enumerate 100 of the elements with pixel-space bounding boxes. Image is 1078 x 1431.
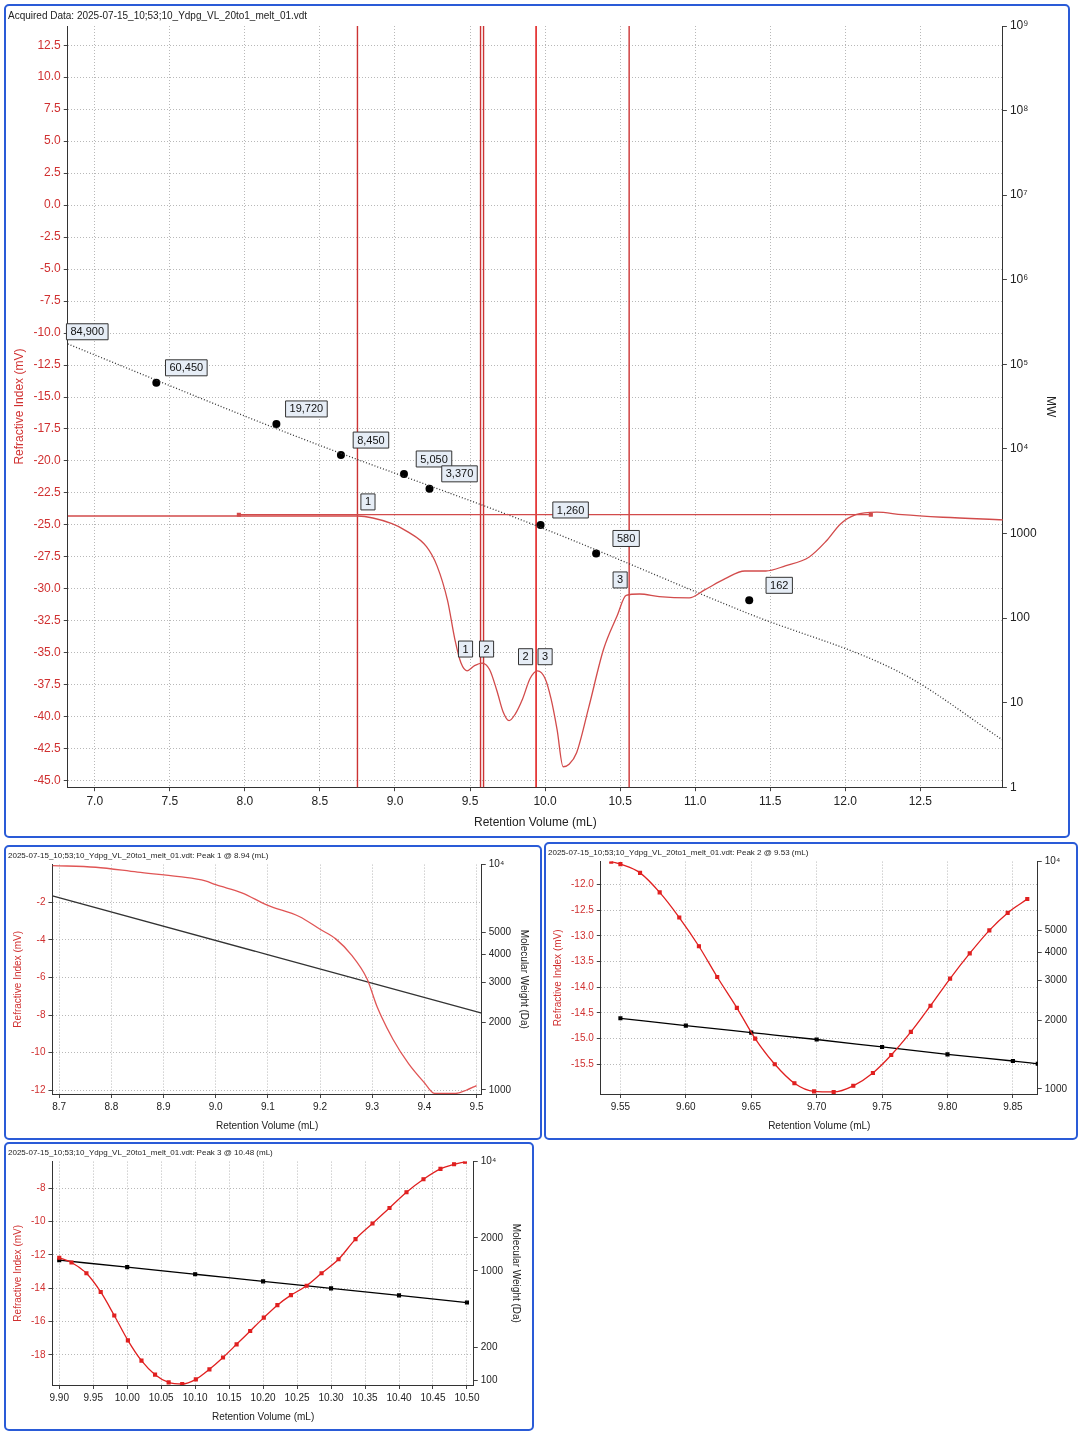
y-tick-label: 12.5	[37, 37, 62, 52]
y-tick-label: -15.5	[571, 1057, 595, 1069]
y-tick-label: -45.0	[33, 773, 62, 788]
y2-tick-label: 10⁴	[1009, 441, 1029, 456]
x-tick-label: 9.85	[1003, 1100, 1024, 1112]
annotation: 3	[617, 573, 624, 586]
chart-title: 2025-07-15_10;53;10_Ydpg_VL_20to1_melt_01.vdt: Peak 2 @ 9.53 (mL)	[548, 848, 809, 857]
annotation: 1	[364, 495, 372, 508]
x-tick-label: 9.4	[417, 1100, 432, 1112]
y-tick-label: -20.0	[33, 453, 62, 468]
y2-tick-label: 10	[1009, 694, 1024, 709]
x-tick-label: 9.90	[49, 1391, 70, 1403]
y2-tick-label: 100	[1009, 610, 1031, 625]
y-tick-label: -37.5	[33, 677, 62, 692]
x-tick-label: 7.0	[86, 793, 104, 808]
x-tick-label: 9.3	[365, 1100, 380, 1112]
x-tick-label: 9.95	[83, 1391, 104, 1403]
y-tick-label: -15.0	[33, 389, 62, 404]
x-tick-label: 8.9	[156, 1100, 171, 1112]
chart-title: 2025-07-15_10;53;10_Ydpg_VL_20to1_melt_01.vdt: Peak 1 @ 8.94 (mL)	[8, 851, 269, 860]
x-tick-label: 9.70	[806, 1100, 827, 1112]
y2-tick-label: 4000	[1044, 945, 1068, 957]
x-axis-title: Retention Volume (mL)	[768, 1119, 871, 1131]
y-tick-label: -14.0	[571, 981, 595, 993]
x-tick-label: 10.0	[533, 793, 558, 808]
data-label: 1,260	[556, 503, 585, 516]
y-tick-label: 5.0	[44, 133, 62, 148]
y-tick-label: -32.5	[33, 613, 62, 628]
y2-tick-label: 1000	[1009, 525, 1037, 540]
y-tick-label: -15.0	[571, 1032, 595, 1044]
x-tick-label: 11.5	[759, 793, 782, 808]
y-axis-title: Refractive Index (mV)	[11, 348, 26, 465]
y-axis-title: Refractive Index (mV)	[11, 1224, 23, 1322]
data-label: 5,050	[420, 452, 448, 465]
y2-tick-label: 2000	[1044, 1014, 1068, 1026]
y2-tick-label: 1000	[488, 1083, 512, 1095]
x-tick-label: 10.50	[454, 1391, 480, 1403]
x-tick-label: 9.5	[469, 1100, 484, 1112]
y-tick-label: -22.5	[33, 485, 62, 500]
data-label: 8,450	[357, 433, 385, 446]
y-tick-label: -5.0	[40, 261, 62, 276]
y2-tick-label: 10⁹	[1009, 18, 1029, 33]
y-tick-label: -13.5	[571, 955, 595, 967]
y-tick-label: -12.0	[571, 878, 595, 890]
y2-tick-label: 3000	[1044, 974, 1068, 986]
data-label: 3,370	[445, 467, 474, 480]
x-axis-title: Retention Volume (mL)	[215, 1119, 319, 1131]
y-tick-label: -12.5	[33, 357, 62, 372]
x-tick-label: 9.1	[260, 1100, 276, 1112]
x-tick-label: 9.80	[937, 1100, 958, 1112]
x-tick-label: 12.0	[833, 793, 858, 808]
x-tick-label: 10.30	[318, 1391, 344, 1403]
y2-tick-label: 10⁴	[488, 858, 505, 870]
x-tick-label: 9.5	[461, 793, 479, 808]
y-tick-label: -17.5	[33, 421, 62, 436]
x-axis-title: Retention Volume (mL)	[211, 1410, 315, 1422]
annotation: 84,900	[70, 325, 105, 338]
y-tick-label: -6	[36, 971, 46, 983]
x-axis-title: Retention Volume (mL)	[473, 815, 597, 830]
y-tick-label: -10	[31, 1215, 46, 1227]
y-tick-label: 10.0	[37, 69, 62, 84]
y2-tick-label: 200	[480, 1340, 498, 1352]
x-tick-label: 10.10	[182, 1391, 209, 1403]
y2-tick-label: 10⁴	[480, 1155, 497, 1167]
y2-tick-label: 10⁶	[1009, 272, 1029, 287]
y-tick-label: -4	[36, 933, 46, 945]
y-tick-label: -35.0	[33, 645, 62, 660]
y2-tick-label: 1000	[1044, 1082, 1068, 1094]
annotation: 2	[522, 650, 529, 663]
y-tick-label: 7.5	[44, 101, 62, 116]
y-tick-label: -40.0	[33, 709, 62, 724]
y2-tick-label: 4000	[488, 947, 512, 959]
annotation: 3	[542, 650, 549, 663]
y2-axis-title: MW	[1044, 395, 1059, 418]
y-axis-title: Refractive Index (mV)	[551, 929, 563, 1027]
x-tick-label: 10.05	[148, 1391, 175, 1403]
x-tick-label: 9.55	[610, 1100, 631, 1112]
y-tick-label: 0.0	[44, 197, 62, 212]
data-label: 162	[770, 578, 789, 591]
y-tick-label: -10	[31, 1046, 46, 1058]
x-tick-label: 10.15	[216, 1391, 243, 1403]
x-tick-label: 11.0	[683, 793, 707, 808]
y-tick-label: -14	[31, 1282, 46, 1294]
y-tick-label: -8	[36, 1008, 46, 1020]
y-tick-label: -42.5	[33, 741, 62, 756]
y2-tick-label: 2000	[480, 1231, 504, 1243]
chart-title: 2025-07-15_10;53;10_Ydpg_VL_20to1_melt_01.vdt: Peak 3 @ 10.48 (mL)	[8, 1148, 274, 1157]
x-tick-label: 9.75	[872, 1100, 893, 1112]
y-tick-label: -8	[36, 1182, 46, 1194]
y-tick-label: -12	[31, 1248, 46, 1260]
x-tick-label: 8.8	[104, 1100, 119, 1112]
x-tick-label: 8.5	[311, 793, 329, 808]
y2-tick-label: 10⁵	[1009, 356, 1029, 371]
y-tick-label: -10.0	[33, 325, 62, 340]
x-tick-label: 12.5	[908, 793, 933, 808]
x-tick-label: 9.60	[676, 1100, 696, 1112]
y-axis-title: Refractive Index (mV)	[11, 930, 23, 1028]
y-tick-label: -27.5	[33, 549, 62, 564]
x-tick-label: 10.20	[250, 1391, 277, 1403]
y-tick-label: -2	[36, 895, 46, 907]
